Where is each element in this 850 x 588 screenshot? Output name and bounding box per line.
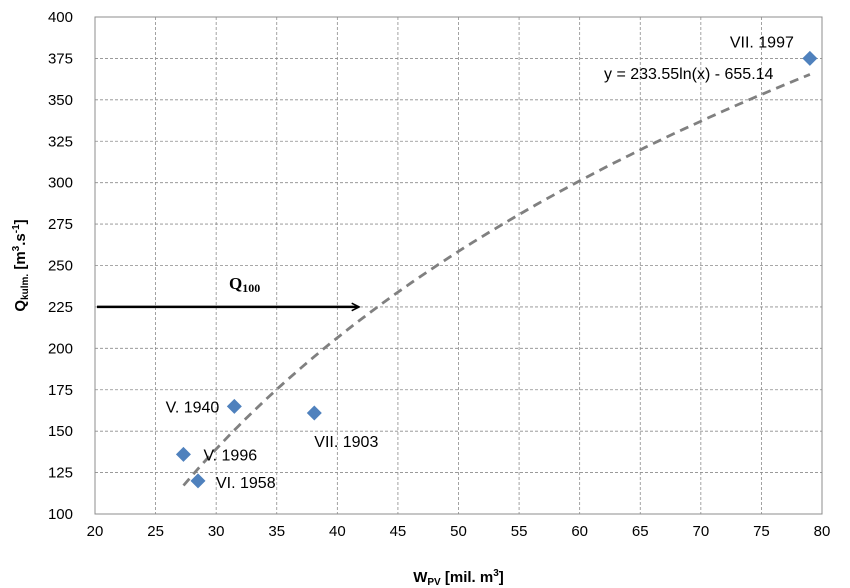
- x-axis-label-end: ]: [499, 569, 504, 586]
- q100-annotation: Q100: [97, 274, 358, 307]
- data-point-marker: [306, 405, 322, 421]
- y-axis-label-end: ]: [12, 219, 29, 224]
- x-tick-label: 55: [511, 523, 528, 540]
- x-tick-label: 20: [87, 523, 104, 540]
- data-point-label: VI. 1958: [216, 475, 276, 492]
- trendline: [182, 73, 811, 487]
- y-axis-label: Qkulm. [m3.s-1]: [11, 219, 31, 311]
- y-tick-label: 175: [48, 382, 73, 399]
- x-tick-label: 60: [571, 523, 588, 540]
- x-tick-label: 70: [692, 523, 709, 540]
- q100-label-main: Q: [229, 274, 242, 293]
- data-point-marker: [175, 446, 191, 462]
- y-tick-label: 300: [48, 175, 73, 192]
- data-point-marker: [226, 398, 242, 414]
- y-tick-label: 100: [48, 506, 73, 523]
- plot-area-border: [94, 16, 823, 515]
- y-tick-label: 375: [48, 50, 73, 67]
- q100-label: Q100: [229, 274, 260, 295]
- y-axis-label-unit: [m: [12, 251, 29, 274]
- x-axis-label-sup: 3: [493, 568, 499, 579]
- x-tick-label: 45: [390, 523, 407, 540]
- tick-labels: 20 25 30 35 40 45 50 55 60 65 70 75 80 100 125 150 175 20…: [48, 9, 830, 540]
- x-tick-label: 65: [632, 523, 649, 540]
- y-axis-label-sub: kulm.: [20, 274, 31, 300]
- data-point-label: VII. 1997: [730, 34, 794, 51]
- data-point-label: V. 1996: [203, 447, 257, 464]
- grid: [94, 16, 823, 515]
- trendline-layer: [182, 73, 811, 487]
- y-tick-label: 400: [48, 9, 73, 26]
- x-axis-label-sub: PV: [427, 577, 441, 588]
- x-axis-label-unit: [mil. m: [441, 569, 494, 586]
- y-axis-label-sup2: -1: [11, 224, 22, 233]
- y-axis-label-sup1: 3: [11, 245, 22, 251]
- x-tick-label: 35: [268, 523, 285, 540]
- y-tick-label: 325: [48, 133, 73, 150]
- trendline-equation: y = 233.55ln(x) - 655.14: [604, 66, 774, 83]
- y-tick-label: 125: [48, 465, 73, 482]
- data-point-label: V. 1940: [166, 399, 220, 416]
- y-tick-label: 350: [48, 92, 73, 109]
- x-tick-label: 75: [753, 523, 770, 540]
- x-tick-label: 25: [147, 523, 164, 540]
- y-tick-label: 225: [48, 299, 73, 316]
- x-axis-label-main: W: [413, 569, 428, 586]
- x-tick-label: 50: [450, 523, 467, 540]
- data-point-label: VII. 1903: [314, 434, 378, 451]
- x-axis-label: WPV [mil. m3]: [413, 568, 504, 588]
- q100-label-sub: 100: [242, 281, 260, 295]
- y-tick-label: 250: [48, 258, 73, 275]
- x-tick-label: 40: [329, 523, 346, 540]
- x-tick-label: 80: [814, 523, 831, 540]
- y-tick-label: 150: [48, 423, 73, 440]
- x-tick-label: 30: [208, 523, 225, 540]
- data-point-marker: [802, 50, 818, 66]
- y-axis-label-main: Q: [12, 300, 29, 312]
- y-tick-label: 200: [48, 340, 73, 357]
- data-point-marker: [190, 473, 206, 489]
- y-tick-label: 275: [48, 216, 73, 233]
- y-axis-label-mid: .s: [12, 233, 29, 246]
- data-points: V. 1996 VI. 1958 V. 1940 VII. 1903 VII. 1997: [166, 34, 818, 492]
